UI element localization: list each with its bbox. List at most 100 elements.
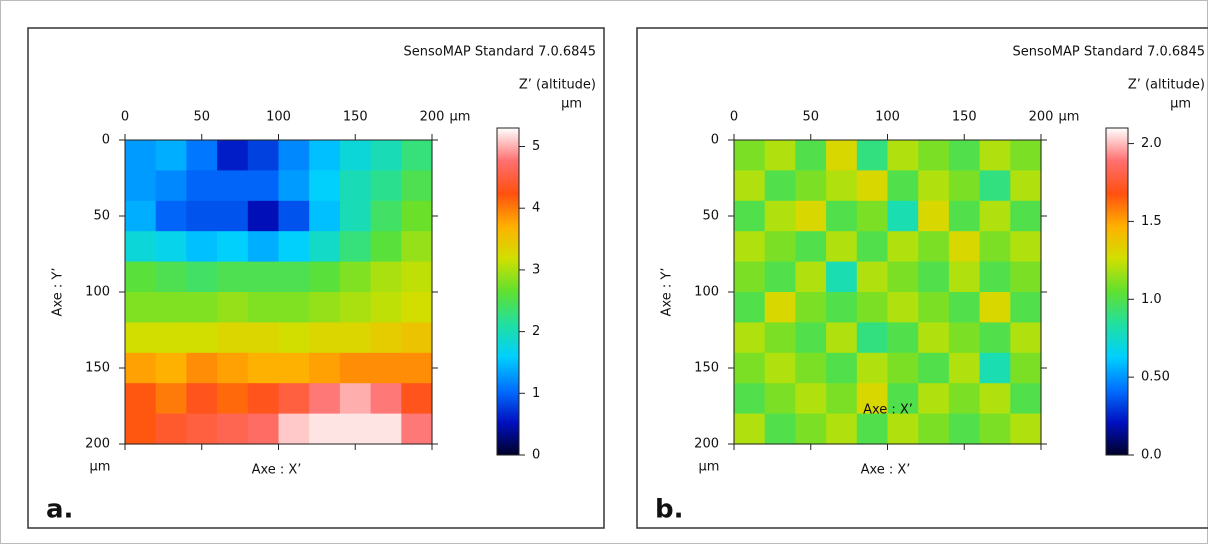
colorbar-tick-label: 1.0 bbox=[1141, 292, 1162, 307]
heatmap-cell bbox=[1010, 231, 1042, 263]
y-tick-label: 100 bbox=[694, 285, 719, 300]
heatmap-cell bbox=[948, 170, 981, 202]
heatmap-cell bbox=[887, 231, 919, 263]
heatmap-cell bbox=[155, 200, 187, 232]
y-tick-label: 100 bbox=[85, 285, 110, 300]
colorbar-unit: µm bbox=[561, 97, 582, 112]
panel-label: a. bbox=[46, 495, 73, 525]
heatmap-cell bbox=[339, 292, 372, 323]
heatmap-cell bbox=[948, 200, 981, 232]
x-tick-label: 150 bbox=[343, 110, 368, 125]
heatmap-cell bbox=[918, 261, 950, 293]
heatmap-cell bbox=[155, 413, 187, 445]
y-tick-label: 150 bbox=[694, 361, 719, 376]
heatmap-cell bbox=[918, 383, 950, 415]
heatmap-cell bbox=[918, 140, 950, 171]
heatmap-cell bbox=[309, 322, 341, 354]
heatmap-cell bbox=[370, 231, 402, 263]
heatmap-cell bbox=[734, 352, 766, 384]
heatmap-cell bbox=[370, 383, 402, 415]
heatmap-cell bbox=[309, 170, 341, 202]
heatmap-cell bbox=[155, 261, 187, 293]
panel-border bbox=[27, 27, 605, 529]
heatmap-cell bbox=[948, 352, 981, 384]
colorbar-tick-label: 0.50 bbox=[1141, 370, 1170, 385]
heatmap-cell bbox=[401, 413, 433, 445]
heatmap-cell bbox=[734, 231, 766, 263]
x-tick-label: 0 bbox=[730, 110, 738, 125]
panel-label: b. bbox=[655, 495, 684, 525]
heatmap-cell bbox=[278, 170, 310, 202]
heatmap-cell bbox=[339, 170, 372, 202]
heatmap-cell bbox=[795, 322, 827, 354]
heatmap-cell bbox=[948, 383, 981, 415]
heatmap-cell bbox=[125, 413, 157, 445]
y-unit: µm bbox=[699, 460, 720, 475]
heatmap-cell bbox=[125, 322, 157, 354]
heatmap-cell bbox=[401, 170, 433, 202]
heatmap-cell bbox=[125, 200, 157, 232]
x-tick-label: 0 bbox=[121, 110, 129, 125]
colorbar bbox=[496, 127, 520, 456]
heatmap-cell bbox=[217, 140, 249, 171]
heatmap-cell bbox=[887, 200, 919, 232]
heatmap-cell bbox=[826, 292, 858, 323]
heatmap-cell bbox=[979, 322, 1011, 354]
heatmap-cell bbox=[278, 261, 310, 293]
heatmap-cell bbox=[764, 292, 796, 323]
heatmap-cell bbox=[217, 170, 249, 202]
heatmap-cell bbox=[918, 352, 950, 384]
heatmap-cell bbox=[125, 170, 157, 202]
heatmap-cell bbox=[339, 231, 372, 263]
colorbar-tick-label: 3 bbox=[532, 262, 540, 277]
heatmap-cell bbox=[795, 413, 827, 445]
heatmap-cell bbox=[826, 352, 858, 384]
heatmap-cell bbox=[155, 170, 187, 202]
colorbar-tick-label: 1.5 bbox=[1141, 214, 1162, 229]
software-title: SensoMAP Standard 7.0.6845 bbox=[404, 45, 596, 60]
heatmap-cell bbox=[887, 383, 919, 415]
heatmap-cell bbox=[217, 231, 249, 263]
colorbar-tick-label: 0 bbox=[532, 448, 540, 463]
heatmap-cell bbox=[217, 383, 249, 415]
heatmap-cell bbox=[278, 200, 310, 232]
heatmap-cell bbox=[155, 352, 187, 384]
heatmap-cell bbox=[1010, 383, 1042, 415]
heatmap-cell bbox=[278, 231, 310, 263]
y-unit: µm bbox=[90, 460, 111, 475]
heatmap-cell bbox=[734, 200, 766, 232]
colorbar-tick-label: 5 bbox=[532, 139, 540, 154]
heatmap-cell bbox=[247, 261, 280, 293]
heatmap-cell bbox=[370, 200, 402, 232]
heatmap-cell bbox=[948, 140, 981, 171]
heatmap-cell bbox=[370, 322, 402, 354]
heatmap-cell bbox=[247, 322, 280, 354]
heatmap-cell bbox=[979, 261, 1011, 293]
heatmap-cell bbox=[856, 383, 889, 415]
heatmap-cell bbox=[217, 292, 249, 323]
heatmap-cell bbox=[795, 261, 827, 293]
x-axis-label: Axe : X’ bbox=[252, 463, 302, 478]
heatmap-cell bbox=[217, 413, 249, 445]
x-axis-label: Axe : X’ bbox=[861, 463, 911, 478]
heatmap-cell bbox=[309, 383, 341, 415]
colorbar-tick-label: 1 bbox=[532, 386, 540, 401]
heatmap-cell bbox=[370, 352, 402, 384]
heatmap-cell bbox=[309, 200, 341, 232]
heatmap-cell bbox=[795, 170, 827, 202]
heatmap-cell bbox=[734, 292, 766, 323]
y-tick-label: 0 bbox=[102, 133, 110, 148]
heatmap-cell bbox=[795, 231, 827, 263]
heatmap-cell bbox=[401, 383, 433, 415]
x-unit: µm bbox=[1059, 110, 1080, 125]
heatmap-cell bbox=[979, 200, 1011, 232]
heatmap-cell bbox=[734, 413, 766, 445]
heatmap-cell bbox=[1010, 352, 1042, 384]
heatmap-cell bbox=[401, 200, 433, 232]
heatmap-cell bbox=[370, 170, 402, 202]
colorbar-unit: µm bbox=[1170, 97, 1191, 112]
heatmap-cell bbox=[856, 200, 889, 232]
heatmap-cell bbox=[764, 200, 796, 232]
heatmap-cell bbox=[247, 352, 280, 384]
heatmap-cell bbox=[217, 352, 249, 384]
